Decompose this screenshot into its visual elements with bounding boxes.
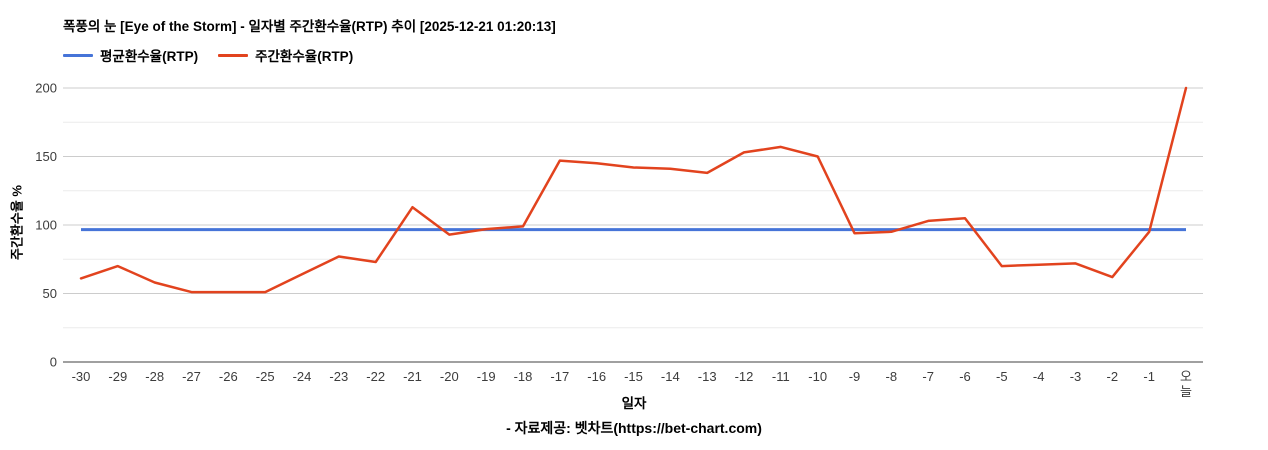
y-tick-label: 100	[35, 218, 57, 233]
x-tick-label: -8	[886, 369, 898, 384]
y-tick-label: 150	[35, 149, 57, 164]
legend-item-weekly-rtp[interactable]: 주간환수율(RTP)	[218, 45, 353, 65]
x-tick-label: -10	[808, 369, 827, 384]
x-tick-label: -26	[219, 369, 238, 384]
chart-title: 폭풍의 눈 [Eye of the Storm] - 일자별 주간환수율(RTP…	[63, 19, 556, 34]
y-tick-label: 0	[50, 355, 57, 370]
x-tick-label: -6	[959, 369, 971, 384]
y-tick-label: 50	[43, 286, 57, 301]
x-tick-label: -4	[1033, 369, 1045, 384]
legend-item-average-rtp[interactable]: 평균환수율(RTP)	[63, 45, 198, 65]
x-tick-label: -13	[698, 369, 717, 384]
x-tick-label: -21	[403, 369, 422, 384]
weekly-rtp-series-line[interactable]	[79, 86, 1188, 294]
legend-label-average-rtp: 평균환수율(RTP)	[100, 49, 199, 64]
x-tick-label: -27	[182, 369, 201, 384]
x-tick-label: -1	[1143, 369, 1155, 384]
x-tick-label: -2	[1107, 369, 1119, 384]
x-tick-label: -22	[366, 369, 385, 384]
x-tick-label: -11	[772, 369, 790, 384]
x-tick-label: -25	[256, 369, 275, 384]
x-tick-label: -16	[587, 369, 606, 384]
x-tick-label: -28	[145, 369, 164, 384]
x-tick-label: -30	[72, 369, 91, 384]
x-tick-label: -23	[329, 369, 348, 384]
x-tick-label: -5	[996, 369, 1008, 384]
x-tick-label: -15	[624, 369, 643, 384]
x-tick-label: -12	[735, 369, 754, 384]
x-tick-label: -18	[514, 369, 533, 384]
x-axis-title: 일자	[621, 396, 647, 411]
x-tick-label: -7	[922, 369, 934, 384]
legend-label-weekly-rtp: 주간환수율(RTP)	[255, 49, 354, 64]
footer-credit: - 자료제공: 벳차트(https://bet-chart.com)	[506, 420, 762, 436]
y-tick-label: 200	[35, 81, 57, 96]
average-rtp-line-swatch-icon	[63, 53, 93, 57]
x-tick-label: -29	[108, 369, 127, 384]
weekly-rtp-line-swatch-icon	[218, 53, 249, 57]
x-tick-label: -20	[440, 369, 459, 384]
x-tick-label: -14	[661, 369, 680, 384]
x-tick-label: -24	[293, 369, 312, 384]
x-tick-label: -17	[550, 369, 569, 384]
legend: 평균환수율(RTP) 주간환수율(RTP)	[63, 45, 353, 65]
x-tick-label: -9	[849, 369, 861, 384]
x-tick-label: -19	[477, 369, 496, 384]
x-tick-label: -3	[1070, 369, 1082, 384]
